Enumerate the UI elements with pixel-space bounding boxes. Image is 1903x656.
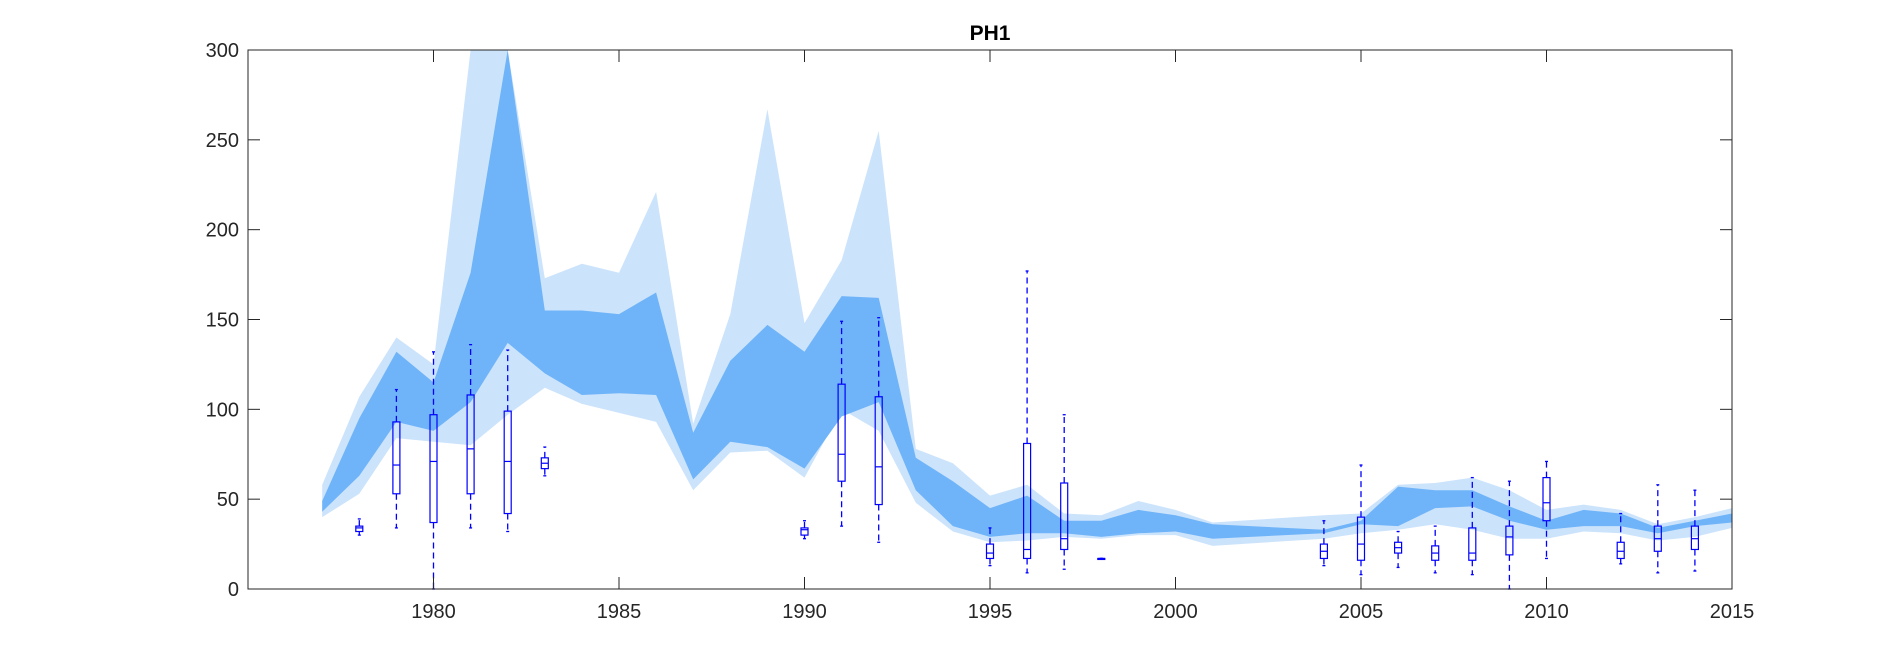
plot-area: 1980 1985 1990 1995 2000 2005 2010 2015 0 50 100 15… [206,40,1755,623]
boxplot-box [1060,482,1069,551]
x-tick-label: 1985 [597,601,642,623]
boxplot-box [985,543,995,560]
boxplot-box [503,410,512,515]
boxplot-box [1468,527,1477,561]
boxplot-box [800,527,809,536]
x-tick-label: 2010 [1524,601,1569,623]
y-tick-label: 200 [206,220,239,242]
boxplot-box [1690,525,1700,551]
boxplot-box [466,394,475,495]
y-tick-label: 50 [217,489,239,511]
inner-range-band [322,50,1732,539]
x-tick-label: 2000 [1153,601,1198,623]
boxplot-box [874,396,883,506]
boxplot-box [1022,442,1032,560]
y-tick-label: 300 [206,40,239,62]
chart-title: PH1 [970,22,1011,45]
y-tick-label: 0 [228,579,239,601]
y-tick-label: 100 [206,399,239,421]
boxplot-box [837,383,846,482]
boxplot-box [1356,516,1366,561]
x-tick-label: 2005 [1339,601,1384,623]
x-tick-label: 2015 [1710,601,1755,623]
boxplot-box [1505,525,1514,556]
boxplot-box [355,525,364,533]
x-tick-label: 1995 [968,601,1013,623]
x-tick-label: 1980 [411,601,456,623]
boxplot-box [1542,477,1551,522]
x-tick-label: 1990 [782,601,827,623]
y-tick-label: 150 [206,310,239,332]
y-tick-label: 250 [206,130,239,152]
boxplot-box [1616,541,1625,560]
boxplot-box [429,414,438,524]
boxplot-box [392,421,401,495]
